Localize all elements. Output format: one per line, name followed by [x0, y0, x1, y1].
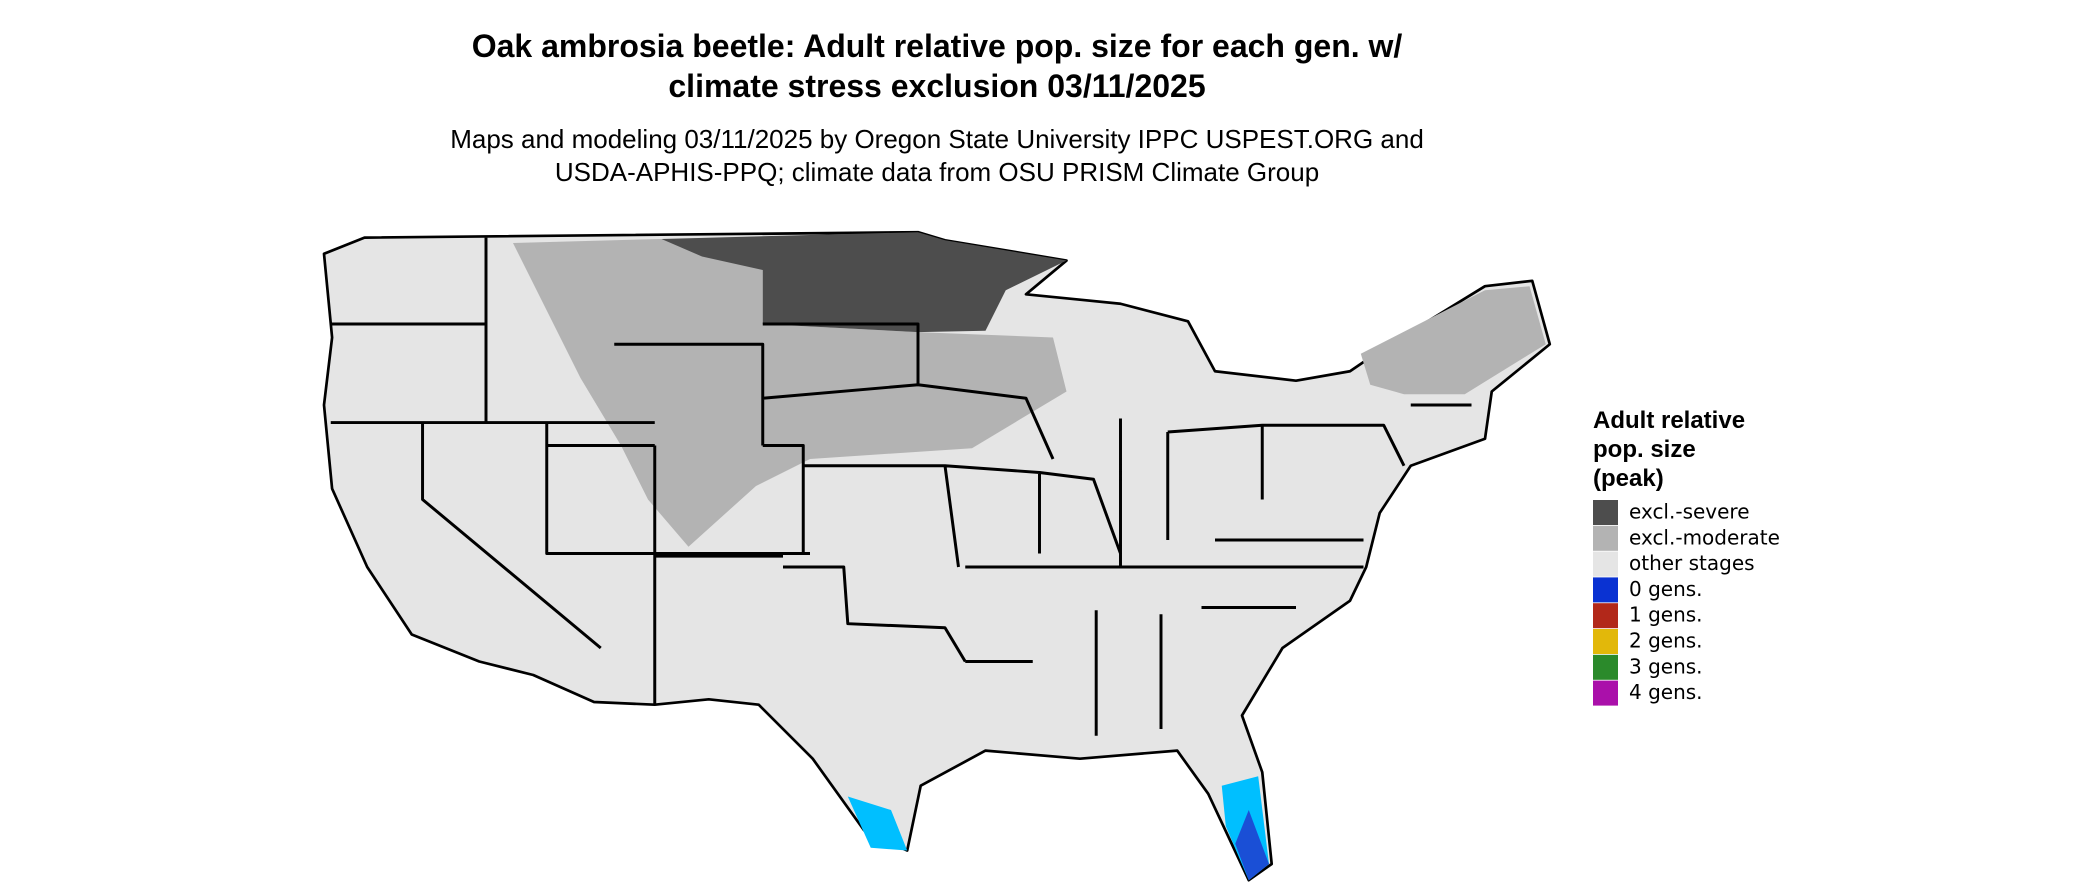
title-line: climate stress exclusion 03/11/2025 [668, 68, 1205, 104]
legend-title: Adult relative [1593, 407, 1745, 434]
legend-swatch [1593, 603, 1618, 629]
legend-swatch [1593, 551, 1618, 577]
moderate-region [1360, 286, 1546, 395]
subtitle-line: Maps and modeling 03/11/2025 by Oregon S… [450, 124, 1424, 154]
moderate-region [513, 238, 1067, 547]
legend-label: 3 gens. [1629, 654, 1703, 678]
legend-label: 1 gens. [1629, 603, 1703, 627]
state-lines [330, 237, 1472, 736]
legend-swatch [1593, 680, 1618, 706]
header: Oak ambrosia beetle: Adult relative pop.… [450, 28, 1424, 187]
legend-label: other stages [1629, 551, 1755, 575]
zero-gen-region [847, 796, 908, 851]
title-line: Oak ambrosia beetle: Adult relative pop.… [472, 28, 1403, 64]
map [322, 230, 1552, 882]
legend-swatch [1593, 500, 1618, 525]
subtitle-line: USDA-APHIS-PPQ; climate data from OSU PR… [555, 157, 1319, 187]
legend-label: excl.-severe [1629, 500, 1750, 524]
legend-swatch [1593, 525, 1618, 551]
legend-label: 0 gens. [1629, 577, 1703, 601]
legend-label: 2 gens. [1629, 629, 1703, 653]
legend-title: pop. size [1593, 436, 1696, 463]
zero-gen-region [1235, 810, 1269, 881]
legend-title: (peak) [1593, 465, 1664, 492]
legend-swatch [1593, 629, 1618, 654]
legend-label: 4 gens. [1629, 680, 1703, 704]
severe-region [661, 232, 1067, 333]
legend-label: excl.-moderate [1629, 525, 1780, 549]
legend-swatch [1593, 654, 1618, 680]
legend-swatch [1593, 577, 1618, 603]
